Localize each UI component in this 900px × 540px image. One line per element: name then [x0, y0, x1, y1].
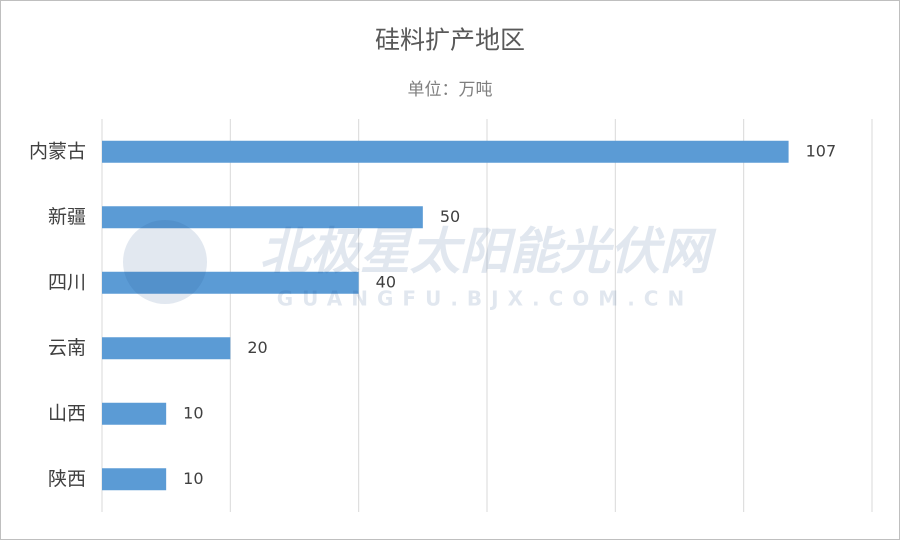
bar	[102, 140, 789, 163]
data-label: 10	[183, 403, 203, 422]
watermark-name: 北极星太阳能光伏网	[260, 223, 717, 281]
data-label: 20	[247, 338, 267, 357]
bar	[102, 468, 167, 491]
bar	[102, 402, 167, 425]
data-label: 40	[376, 272, 396, 291]
y-tick-label: 陕西	[48, 468, 86, 490]
bar	[102, 337, 231, 360]
y-tick-label: 云南	[48, 337, 86, 359]
data-label: 50	[440, 207, 460, 226]
y-tick-label: 山西	[48, 402, 86, 424]
bar	[102, 206, 423, 229]
y-tick-label: 内蒙古	[29, 140, 86, 162]
bar	[102, 271, 359, 294]
data-label: 107	[806, 141, 837, 160]
watermark-logo	[123, 220, 207, 304]
watermark: 北极星太阳能光伏网 GUANGFU.BJX.COM.CN	[123, 220, 717, 311]
y-tick-label: 四川	[48, 271, 86, 293]
y-tick-label: 新疆	[48, 206, 86, 228]
data-label: 10	[183, 469, 203, 488]
watermark-url: GUANGFU.BJX.COM.CN	[277, 287, 693, 311]
chart-title: 硅料扩产地区	[375, 26, 525, 55]
chart-subtitle: 单位：万吨	[408, 80, 493, 100]
